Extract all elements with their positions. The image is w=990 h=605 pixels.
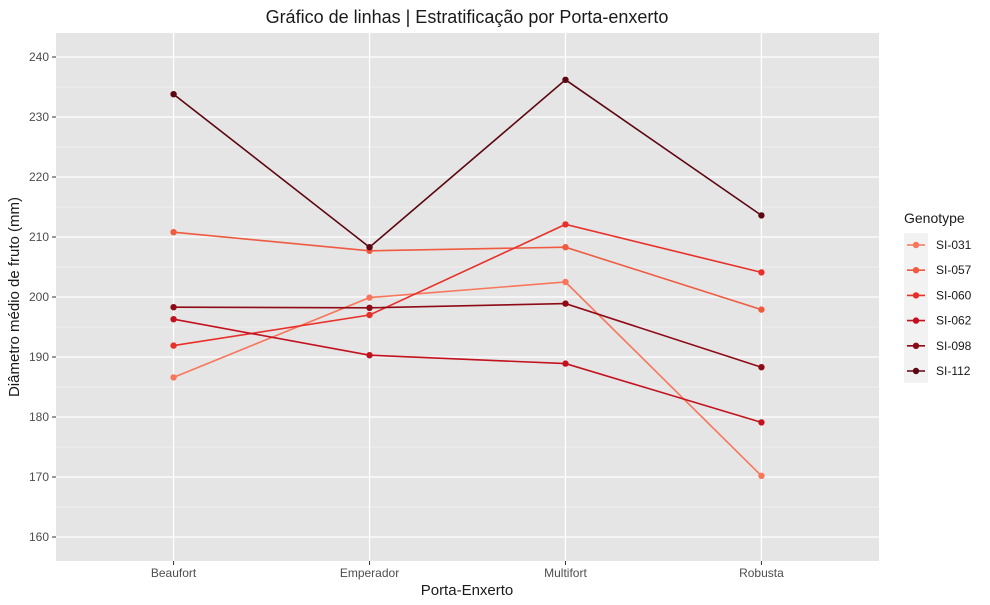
y-tick-label: 230	[29, 110, 49, 124]
data-point	[366, 294, 373, 301]
data-point	[562, 300, 569, 307]
y-tick-label: 160	[29, 530, 49, 544]
data-point	[170, 229, 177, 236]
series-line	[173, 223, 762, 347]
data-point	[170, 374, 177, 381]
data-point	[758, 306, 765, 313]
data-point	[758, 419, 765, 426]
legend-item: SI-112	[907, 364, 971, 378]
data-point	[366, 244, 373, 251]
data-point	[562, 278, 569, 286]
x-axis: Beaufort Emperador Multifort Robusta	[151, 561, 784, 580]
legend: Genotype SI-031 SI-057 SI-060 SI-062 SI-098 S…	[904, 210, 972, 383]
legend-label: SI-060	[936, 288, 972, 302]
legend-key-point	[912, 367, 920, 375]
series-layer	[170, 76, 765, 479]
data-point	[758, 364, 765, 371]
legend-key-point	[912, 292, 920, 299]
y-tick-label: 170	[29, 470, 49, 484]
y-tick-label: 180	[29, 410, 49, 424]
chart-title: Gráfico de linhas | Estratificação por P…	[266, 7, 669, 27]
legend-key-point	[912, 342, 920, 349]
data-point	[562, 244, 569, 251]
legend-label: SI-062	[936, 314, 972, 328]
legend-item: SI-098	[907, 339, 972, 353]
data-point	[562, 221, 569, 228]
y-tick-label: 190	[29, 350, 49, 364]
series-line	[173, 78, 762, 249]
data-point	[366, 304, 373, 311]
series-line	[173, 302, 762, 368]
y-tick-label: 210	[29, 230, 49, 244]
legend-label: SI-031	[936, 238, 972, 252]
legend-item: SI-057	[907, 263, 972, 277]
series-si-098	[170, 300, 765, 371]
legend-title: Genotype	[904, 210, 965, 226]
legend-item: SI-060	[907, 288, 972, 302]
series-si-062	[170, 316, 765, 426]
data-point	[170, 304, 177, 311]
x-tick-label: Multifort	[544, 566, 587, 580]
x-tick-label: Beaufort	[151, 566, 197, 580]
data-point	[758, 212, 765, 219]
y-tick-label: 240	[29, 50, 49, 64]
data-point	[170, 316, 177, 323]
x-axis-title: Porta-Enxerto	[421, 582, 514, 599]
legend-label: SI-098	[936, 339, 972, 353]
y-tick-label: 200	[29, 290, 49, 304]
y-axis: 160 170 180 190 200 210 220 230 240	[29, 50, 56, 544]
legend-item: SI-031	[907, 238, 972, 252]
legend-item: SI-062	[907, 314, 972, 328]
x-tick-label: Emperador	[340, 566, 399, 580]
legend-label: SI-057	[936, 263, 972, 277]
legend-key-point	[912, 241, 920, 249]
y-tick-label: 220	[29, 170, 49, 184]
series-line	[173, 318, 762, 424]
legend-label: SI-112	[936, 364, 971, 378]
y-axis-title: Diâmetro médio de fruto (mm)	[6, 197, 23, 397]
data-point	[758, 472, 765, 479]
data-point	[562, 360, 569, 367]
legend-key-background	[904, 233, 928, 383]
data-point	[366, 352, 373, 359]
legend-key-point	[912, 267, 920, 274]
data-point	[170, 91, 177, 98]
series-si-060	[170, 221, 765, 349]
data-point	[562, 76, 569, 84]
series-si-112	[170, 76, 765, 251]
data-point	[170, 342, 177, 349]
legend-key-point	[912, 317, 920, 324]
x-tick-label: Robusta	[739, 566, 784, 580]
data-point	[758, 269, 765, 276]
series-line	[173, 231, 762, 311]
data-point	[366, 311, 373, 319]
